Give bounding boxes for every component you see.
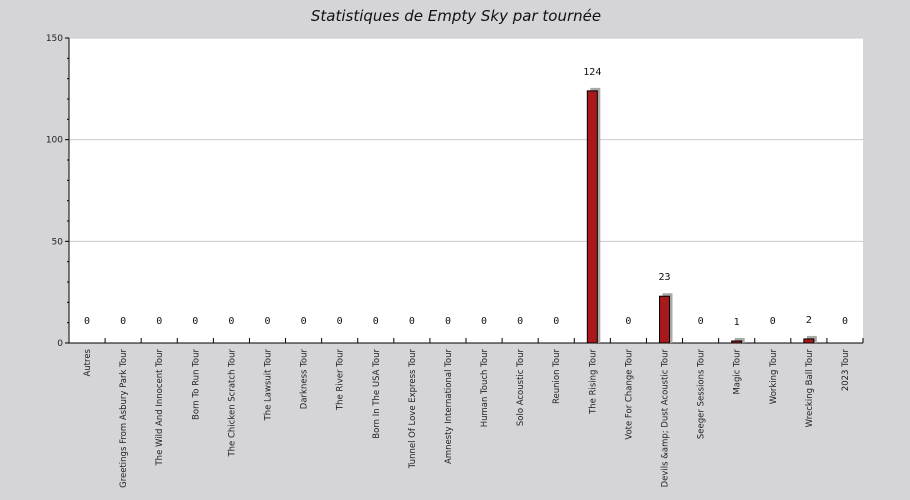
y-tick-label: 0 [57, 339, 63, 349]
bar [586, 90, 598, 344]
category-label: Greetings From Asbury Park Tour [119, 349, 129, 488]
bar [731, 340, 743, 344]
grid-lines [69, 37, 863, 242]
bar [803, 338, 815, 344]
category-label: The Lawsuit Tour [264, 348, 274, 421]
data-label: 0 [301, 316, 307, 327]
category-label: Devils &amp; Dust Acoustic Tour [661, 348, 671, 487]
bars [586, 87, 817, 344]
data-label: 0 [445, 316, 451, 327]
category-labels: Autres Greetings From Asbury Park Tour The… [83, 348, 851, 487]
category-label: The Wild And Innocent Tour [155, 349, 165, 467]
category-label: Autres [83, 348, 93, 376]
y-tick-label: 150 [46, 34, 63, 44]
category-label: The River Tour [336, 349, 346, 412]
data-labels: 0 0 0 0 0 0 0 0 0 0 0 0 0 0 124 0 23 0 1 0 2 0 [84, 67, 848, 328]
y-tick-label: 100 [46, 136, 63, 146]
data-label: 0 [192, 316, 198, 327]
category-label: Born To Run Tour [191, 349, 201, 420]
category-label: Reunion Tour [552, 349, 562, 405]
data-label: 0 [156, 316, 162, 327]
data-label: 1 [734, 317, 740, 328]
chart-title: Statistiques de Empty Sky par tournée [311, 7, 601, 25]
category-label: Solo Acoustic Tour [516, 349, 526, 427]
category-label: Wrecking Ball Tour [805, 349, 815, 428]
category-label: Amnesty International Tour [444, 349, 454, 464]
category-label: The Rising Tour [588, 349, 598, 415]
data-label: 0 [337, 316, 343, 327]
category-label: Born In The USA Tour [372, 349, 382, 439]
y-tick-label: 50 [52, 237, 64, 247]
data-label: 0 [84, 316, 90, 327]
category-label: 2023 Tour [841, 349, 851, 392]
data-label: 0 [120, 316, 126, 327]
bar [659, 295, 670, 344]
data-label: 0 [553, 316, 559, 327]
data-label: 0 [770, 316, 776, 327]
category-label: Seeger Sessions Tour [697, 349, 707, 440]
data-label: 0 [373, 316, 379, 327]
data-label: 0 [481, 316, 487, 327]
category-label: Vote For Change Tour [624, 349, 634, 440]
data-label: 2 [806, 315, 812, 326]
data-label: 23 [658, 272, 670, 283]
category-label: Human Touch Tour [480, 349, 490, 428]
category-label: Tunnel Of Love Express Tour [408, 349, 418, 470]
category-label: Darkness Tour [300, 349, 310, 410]
data-label: 0 [409, 316, 415, 327]
category-label: Magic Tour [733, 349, 743, 395]
data-label: 124 [583, 67, 601, 78]
data-label: 0 [517, 316, 523, 327]
data-label: 0 [264, 316, 270, 327]
data-label: 0 [698, 316, 704, 327]
category-label: The Chicken Scratch Tour [227, 349, 237, 458]
plot-area [69, 38, 863, 343]
data-label: 0 [228, 316, 234, 327]
data-label: 0 [625, 316, 631, 327]
data-label: 0 [842, 316, 848, 327]
category-label: Working Tour [769, 348, 779, 404]
